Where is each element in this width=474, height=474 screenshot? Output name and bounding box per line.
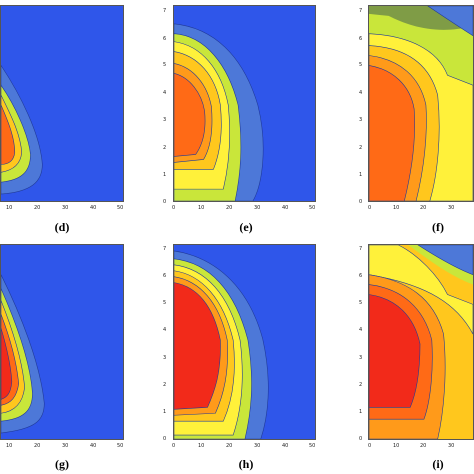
x-tick: 50 <box>117 205 124 211</box>
y-tick: 1 <box>359 172 363 178</box>
x-tick: 50 <box>309 205 316 211</box>
contour-plot-d <box>0 5 124 202</box>
x-tick: 50 <box>309 443 316 449</box>
contour-plot-h <box>173 244 316 440</box>
x-tick: 40 <box>90 443 97 449</box>
y-tick: 4 <box>359 90 363 96</box>
y-tick: 6 <box>359 273 363 279</box>
x-tick: 0 <box>172 443 176 449</box>
x-tick: 30 <box>62 443 69 449</box>
x-tick: 10 <box>198 443 205 449</box>
caption-d: (d) <box>54 220 70 234</box>
y-tick: 2 <box>163 382 167 388</box>
x-tick: 10 <box>393 205 400 211</box>
y-tick: 6 <box>163 36 167 42</box>
x-tick: 10 <box>198 205 205 211</box>
y-tick: 7 <box>359 8 363 14</box>
y-tick: 1 <box>163 409 167 415</box>
caption-i: (i) <box>432 457 444 471</box>
x-tick: 40 <box>282 443 289 449</box>
y-tick: 5 <box>163 300 167 306</box>
x-tick: 20 <box>34 205 41 211</box>
x-tick: 20 <box>420 443 427 449</box>
x-tick: 10 <box>6 205 13 211</box>
x-tick: 0 <box>368 205 372 211</box>
y-tick: 7 <box>163 246 167 252</box>
x-tick: 20 <box>226 443 233 449</box>
x-tick: 30 <box>448 443 455 449</box>
y-tick: 2 <box>359 145 363 151</box>
x-tick: 50 <box>117 443 124 449</box>
y-tick: 7 <box>163 8 167 14</box>
contour-plot-g <box>0 244 124 440</box>
x-tick: 0 <box>368 443 372 449</box>
y-tick: 4 <box>163 327 167 333</box>
x-tick: 40 <box>90 205 97 211</box>
x-tick: 30 <box>254 443 261 449</box>
y-tick: 3 <box>163 117 167 123</box>
x-tick: 20 <box>420 205 427 211</box>
y-tick: 6 <box>163 273 167 279</box>
y-tick: 5 <box>359 62 363 68</box>
contour-plot-e <box>173 5 316 202</box>
y-tick: 3 <box>163 355 167 361</box>
x-tick: 30 <box>62 205 69 211</box>
y-tick: 3 <box>359 355 363 361</box>
x-tick: 20 <box>226 205 233 211</box>
y-tick: 6 <box>359 36 363 42</box>
y-tick: 1 <box>163 172 167 178</box>
x-tick: 40 <box>282 205 289 211</box>
y-tick: 0 <box>163 436 167 442</box>
y-tick: 2 <box>359 382 363 388</box>
x-tick: 10 <box>6 443 13 449</box>
y-tick: 2 <box>163 145 167 151</box>
y-tick: 4 <box>163 90 167 96</box>
caption-f: (f) <box>432 220 444 234</box>
y-tick: 7 <box>359 246 363 252</box>
contour-plot-i <box>368 244 474 440</box>
x-tick: 0 <box>172 205 176 211</box>
x-tick: 30 <box>254 205 261 211</box>
caption-g: (g) <box>55 457 69 471</box>
x-tick: 30 <box>448 205 455 211</box>
caption-h: (h) <box>238 457 254 471</box>
x-tick: 10 <box>393 443 400 449</box>
y-tick: 0 <box>359 436 363 442</box>
y-tick: 5 <box>163 62 167 68</box>
y-tick: 1 <box>359 409 363 415</box>
caption-e: (e) <box>239 220 253 234</box>
y-tick: 5 <box>359 300 363 306</box>
y-tick: 0 <box>163 199 167 205</box>
contour-plot-f <box>368 5 474 202</box>
x-tick: 20 <box>34 443 41 449</box>
y-tick: 4 <box>359 327 363 333</box>
y-tick: 0 <box>359 199 363 205</box>
y-tick: 3 <box>359 117 363 123</box>
